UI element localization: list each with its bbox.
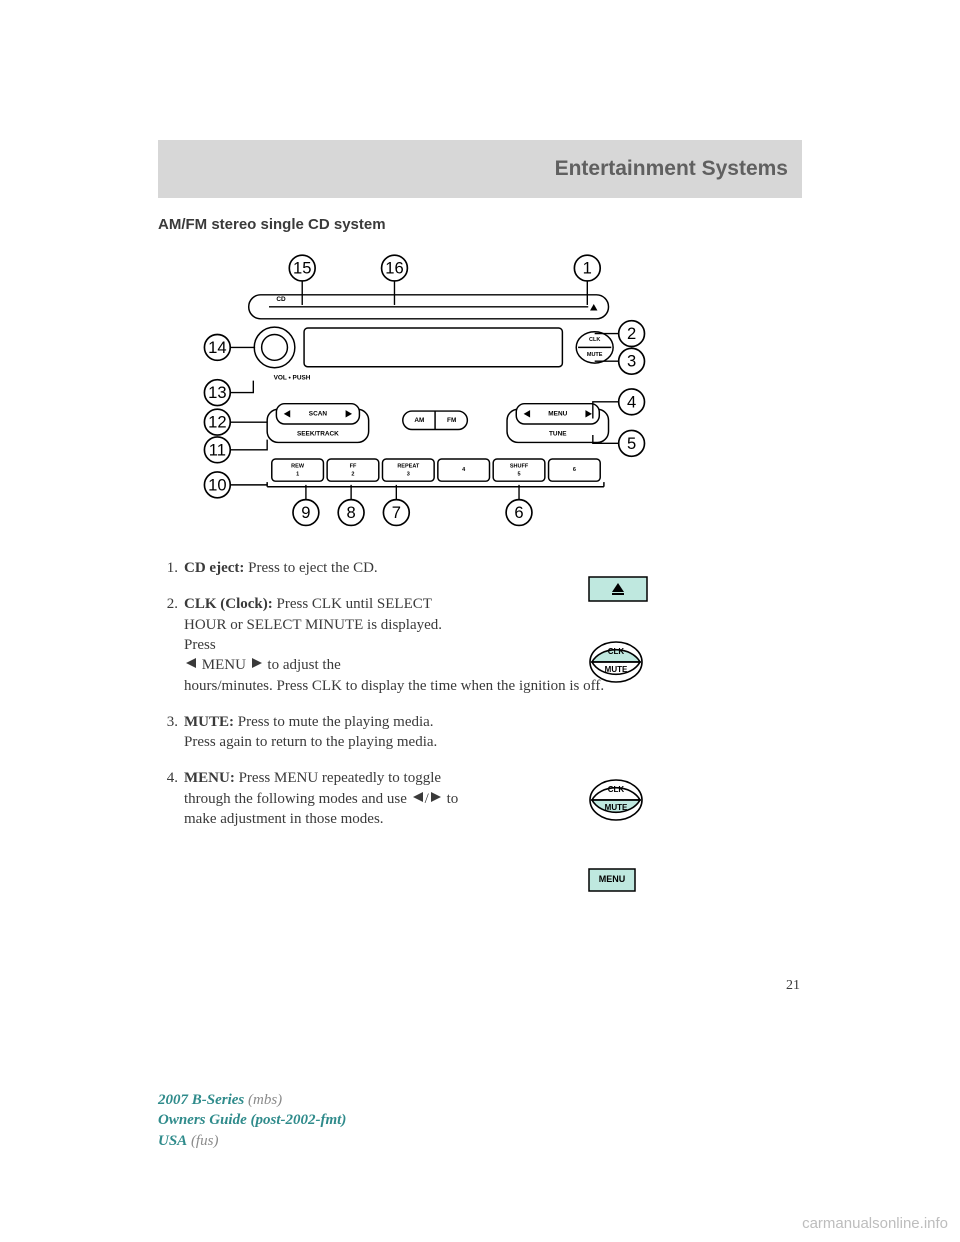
footer: 2007 B-Series (mbs) Owners Guide (post-2… [158, 1090, 346, 1151]
svg-text:MENU: MENU [548, 410, 567, 417]
svg-text:AM: AM [414, 417, 424, 424]
svg-text:6: 6 [573, 467, 576, 473]
svg-text:7: 7 [392, 503, 401, 522]
svg-text:3: 3 [627, 352, 636, 371]
term: CLK (Clock): [184, 596, 273, 612]
svg-text:MUTE: MUTE [605, 665, 628, 674]
svg-text:11: 11 [209, 440, 226, 459]
svg-text:2: 2 [351, 472, 354, 478]
svg-text:9: 9 [301, 503, 310, 522]
chapter-title: Entertainment Systems [555, 157, 788, 181]
svg-text:5: 5 [627, 434, 636, 453]
svg-text:13: 13 [208, 383, 226, 402]
footer-code2: (fus) [187, 1133, 218, 1149]
svg-text:SHUFF: SHUFF [510, 463, 529, 469]
item-icon: MENU [588, 868, 636, 897]
svg-text:CLK: CLK [589, 337, 600, 343]
svg-text:2: 2 [627, 324, 636, 343]
list-body: MUTE: Press to mute the playing media. P… [184, 712, 802, 753]
footer-model: 2007 B-Series [158, 1092, 244, 1108]
item-icon [588, 576, 648, 607]
footer-region: USA [158, 1133, 187, 1149]
svg-text:MUTE: MUTE [587, 352, 603, 358]
term: CD eject: [184, 560, 244, 576]
term: MUTE: [184, 714, 234, 730]
triangle-right-icon [429, 789, 443, 809]
list-body: MENU: Press MENU repeatedly to toggle th… [184, 768, 802, 829]
svg-text:1: 1 [296, 472, 299, 478]
footer-guide: Owners Guide (post-2002-fmt) [158, 1112, 346, 1128]
svg-text:VOL • PUSH: VOL • PUSH [274, 374, 311, 381]
svg-text:CLK: CLK [608, 785, 625, 794]
svg-text:FF: FF [350, 463, 357, 469]
triangle-right-icon [250, 655, 264, 675]
list-item-4: 4.MENU: Press MENU repeatedly to toggle … [158, 768, 802, 829]
instruction-list: 1.CD eject: Press to eject the CD.2.CLK … [158, 558, 802, 830]
page-number: 21 [786, 978, 800, 994]
svg-text:TUNE: TUNE [549, 431, 567, 438]
list-body: CLK (Clock): Press CLK until SELECT HOUR… [184, 594, 802, 696]
list-number: 3. [158, 712, 184, 753]
svg-text:3: 3 [407, 472, 410, 478]
svg-text:14: 14 [208, 338, 226, 357]
svg-text:FM: FM [447, 417, 456, 424]
item-icon: CLK MUTE [588, 640, 644, 689]
svg-text:8: 8 [346, 503, 355, 522]
triangle-left-icon [184, 655, 198, 675]
list-number: 4. [158, 768, 184, 829]
list-number: 2. [158, 594, 184, 696]
list-body: CD eject: Press to eject the CD. [184, 558, 802, 578]
svg-text:MUTE: MUTE [605, 803, 628, 812]
svg-text:4: 4 [627, 392, 636, 411]
list-item-2: 2.CLK (Clock): Press CLK until SELECT HO… [158, 594, 802, 696]
svg-text:REPEAT: REPEAT [397, 463, 420, 469]
svg-text:12: 12 [208, 413, 226, 432]
svg-text:5: 5 [517, 472, 520, 478]
triangle-left-icon [411, 789, 425, 809]
term: MENU: [184, 770, 235, 786]
svg-text:CD: CD [276, 296, 286, 303]
svg-text:15: 15 [293, 259, 311, 278]
radio-diagram: CD VOL • PUSH CLK MUTE SCAN [184, 245, 664, 536]
list-item-3: 3.MUTE: Press to mute the playing media.… [158, 712, 802, 753]
section-title: AM/FM stereo single CD system [158, 216, 802, 233]
svg-text:REW: REW [291, 463, 305, 469]
svg-text:SEEK/TRACK: SEEK/TRACK [297, 431, 339, 438]
footer-code1: (mbs) [244, 1092, 282, 1108]
item-icon: CLK MUTE [588, 778, 644, 827]
watermark: carmanualsonline.info [802, 1215, 948, 1232]
header-band: Entertainment Systems [158, 140, 802, 198]
list-item-1: 1.CD eject: Press to eject the CD. [158, 558, 802, 578]
svg-text:6: 6 [514, 503, 523, 522]
svg-text:1: 1 [583, 259, 592, 278]
svg-text:MENU: MENU [599, 874, 626, 884]
svg-text:16: 16 [385, 259, 403, 278]
svg-text:CLK: CLK [608, 647, 625, 656]
list-number: 1. [158, 558, 184, 578]
svg-text:10: 10 [208, 475, 226, 494]
svg-text:SCAN: SCAN [309, 410, 328, 417]
